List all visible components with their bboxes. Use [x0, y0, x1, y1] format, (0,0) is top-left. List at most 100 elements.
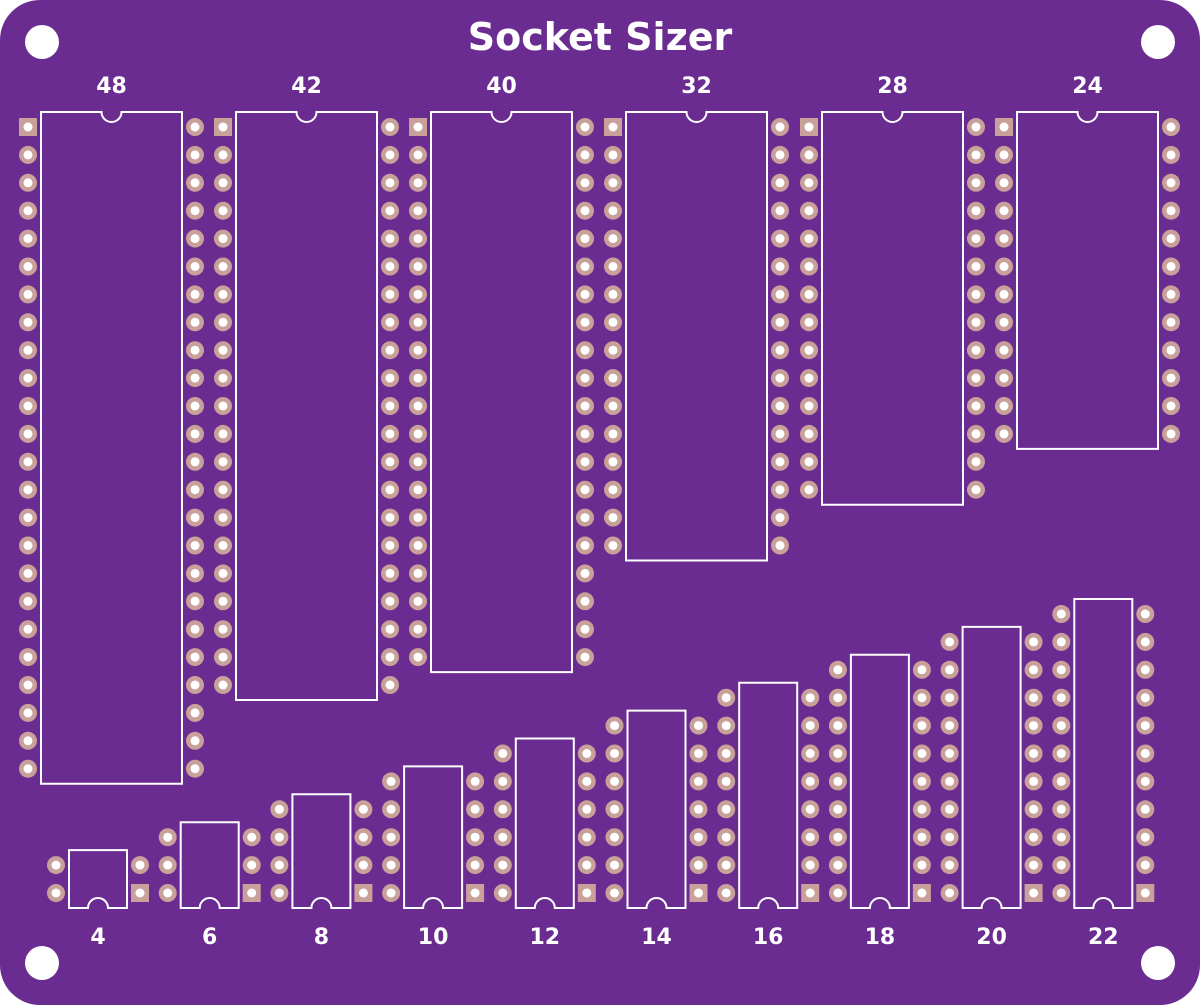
- pad-hole: [274, 888, 284, 898]
- pad-hole: [945, 832, 955, 842]
- pad-hole: [190, 429, 200, 439]
- pad-hole: [917, 804, 927, 814]
- pad-hole: [1166, 289, 1176, 299]
- pad-hole: [1056, 693, 1066, 703]
- pad-hole: [721, 721, 731, 731]
- pad-hole: [190, 680, 200, 690]
- pad-hole: [1029, 804, 1039, 814]
- pad-hole: [23, 485, 33, 495]
- pad-hole: [917, 721, 927, 731]
- pad-hole: [1056, 860, 1066, 870]
- pad-hole: [775, 234, 785, 244]
- pad-hole: [1140, 693, 1150, 703]
- pad-hole: [218, 429, 228, 439]
- pad-hole: [804, 178, 814, 188]
- pad-hole: [218, 652, 228, 662]
- pad-hole: [386, 776, 396, 786]
- pad-hole: [23, 652, 33, 662]
- pad-hole: [804, 401, 814, 411]
- pad-hole: [721, 804, 731, 814]
- socket-label: 22: [1088, 925, 1119, 950]
- pad-hole: [580, 624, 590, 634]
- pad-hole: [804, 429, 814, 439]
- pad-hole: [413, 373, 423, 383]
- pad-hole: [385, 457, 395, 467]
- pad-hole: [833, 721, 843, 731]
- socket-outline: [179, 821, 240, 909]
- pad-hole: [999, 206, 1009, 216]
- pad-hole: [608, 513, 618, 523]
- socket-outline: [514, 737, 575, 909]
- pad-hole: [694, 776, 703, 786]
- pad-hole: [945, 860, 955, 870]
- pad-hole: [580, 373, 590, 383]
- pad-hole: [917, 665, 927, 675]
- socket-outline: [1016, 111, 1159, 450]
- pad-hole: [247, 860, 257, 870]
- socket-label: 20: [976, 925, 1007, 950]
- pad-hole: [580, 234, 590, 244]
- pad-hole: [358, 888, 368, 898]
- pad-hole: [23, 178, 33, 188]
- pad-hole: [190, 736, 200, 746]
- pad-hole: [413, 652, 423, 662]
- pad-hole: [999, 122, 1009, 132]
- pad-hole: [608, 122, 618, 132]
- pad-hole: [135, 860, 145, 870]
- pad-hole: [51, 888, 61, 898]
- pad-hole: [190, 122, 200, 132]
- pad-hole: [413, 122, 423, 132]
- pad-hole: [385, 596, 395, 606]
- pad-hole: [721, 832, 731, 842]
- pad-hole: [917, 832, 927, 842]
- pad-hole: [775, 485, 785, 495]
- pad-hole: [804, 289, 814, 299]
- pad-hole: [23, 234, 33, 244]
- pad-hole: [23, 624, 33, 634]
- pad-hole: [945, 665, 955, 675]
- pad-hole: [413, 485, 423, 495]
- socket-outline: [961, 625, 1022, 909]
- pad-hole: [580, 345, 590, 355]
- pad-hole: [580, 150, 590, 160]
- pad-hole: [385, 429, 395, 439]
- pad-hole: [190, 262, 200, 271]
- pad-hole: [498, 776, 508, 786]
- pad-hole: [971, 401, 981, 411]
- pad-hole: [163, 888, 173, 898]
- pad-hole: [190, 568, 200, 578]
- pad-hole: [1056, 665, 1066, 675]
- pad-hole: [1029, 665, 1039, 675]
- socket-outline: [821, 111, 964, 506]
- socket-20-pin: 20: [940, 625, 1043, 950]
- pad-hole: [608, 262, 618, 271]
- pad-hole: [580, 652, 590, 662]
- socket-label: 32: [681, 74, 712, 99]
- pad-hole: [1056, 888, 1066, 898]
- pad-hole: [218, 541, 228, 550]
- pad-hole: [1140, 609, 1150, 619]
- pad-hole: [694, 860, 703, 870]
- socket-4-pin: 4: [47, 849, 149, 950]
- pad-hole: [945, 721, 955, 731]
- pad-hole: [358, 860, 368, 870]
- pad-hole: [23, 764, 33, 774]
- pad-hole: [721, 693, 731, 703]
- pad-hole: [971, 206, 981, 216]
- socket-12-pin: 12: [493, 737, 596, 950]
- pad-hole: [721, 888, 731, 898]
- pad-hole: [945, 749, 955, 758]
- pad-hole: [23, 568, 33, 578]
- pad-hole: [999, 317, 1009, 327]
- socket-16-pin: 16: [717, 681, 820, 950]
- pad-hole: [945, 888, 955, 898]
- pad-hole: [385, 289, 395, 299]
- pad-hole: [580, 596, 590, 606]
- pad-hole: [804, 234, 814, 244]
- socket-label: 10: [418, 925, 449, 950]
- pad-hole: [775, 289, 785, 299]
- pad-hole: [608, 150, 618, 160]
- pad-hole: [805, 860, 815, 870]
- socket-10-pin: 10: [382, 765, 485, 950]
- pad-hole: [999, 373, 1009, 383]
